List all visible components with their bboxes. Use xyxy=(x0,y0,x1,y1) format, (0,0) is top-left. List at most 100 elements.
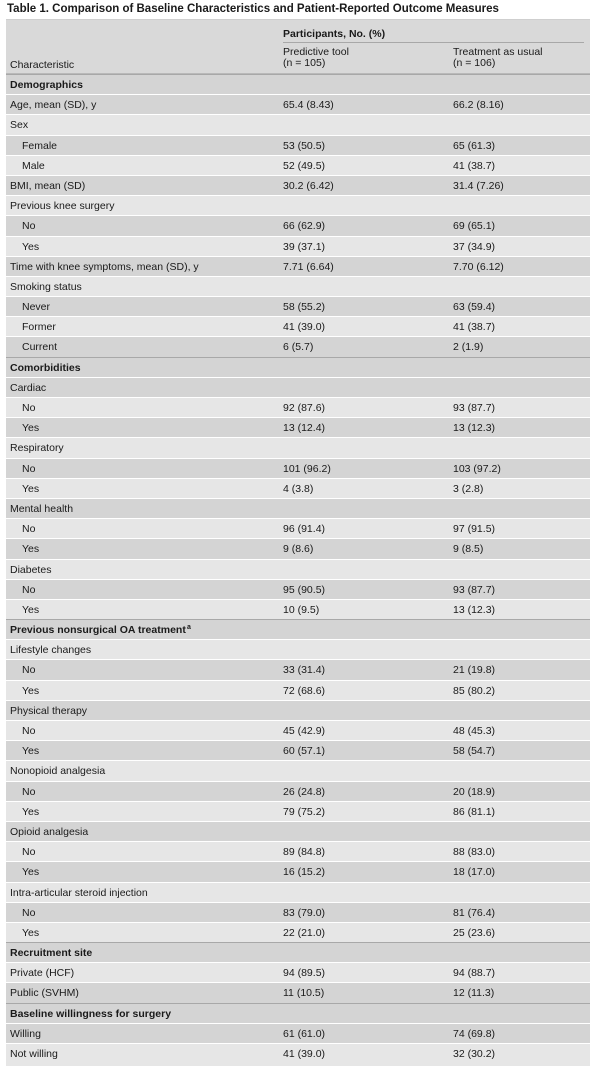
row-label: Cardiac xyxy=(10,381,47,394)
table-row: Smoking status xyxy=(6,275,590,296)
table-row: No 95 (90.5) 93 (87.7) xyxy=(6,578,590,599)
treatment-as-usual-value: 69 (65.1) xyxy=(453,220,496,233)
row-label: Current xyxy=(22,341,58,354)
predictive-tool-value: 6 (5.7) xyxy=(283,341,314,354)
treatment-as-usual-value: 93 (87.7) xyxy=(453,583,496,596)
table-row: Cardiac xyxy=(6,376,590,397)
predictive-tool-value: 58 (55.2) xyxy=(283,301,326,314)
table-title: Table 1. Comparison of Baseline Characte… xyxy=(7,3,499,15)
row-label: No xyxy=(22,664,36,677)
row-label: Comorbidities xyxy=(10,361,81,374)
row-label: BMI, mean (SD) xyxy=(10,179,86,192)
participants-group-header: Participants, No. (%) xyxy=(283,28,584,43)
row-label: Yes xyxy=(22,684,40,697)
row-label: No xyxy=(22,523,36,536)
predictive-tool-value: 4 (3.8) xyxy=(283,482,314,495)
predictive-tool-value: 30.2 (6.42) xyxy=(283,179,334,192)
table-row: Not willing 41 (39.0) 32 (30.2) xyxy=(6,1043,590,1063)
section-header-row: Comorbidities xyxy=(6,356,590,377)
row-label: Yes xyxy=(22,805,40,818)
row-label: Yes xyxy=(22,603,40,616)
row-label: Yes xyxy=(22,866,40,879)
table-row: Mental health xyxy=(6,497,590,519)
treatment-as-usual-value: 2 (1.9) xyxy=(453,341,484,354)
table-row: Opioid analgesia xyxy=(6,820,590,842)
section-header-row: Previous nonsurgical OA treatment a xyxy=(6,619,590,640)
treatment-as-usual-value: 25 (23.6) xyxy=(453,926,496,939)
treatment-as-usual-value: 41 (38.7) xyxy=(453,159,496,172)
treatment-as-usual-n: (n = 106) xyxy=(453,57,496,69)
table-row: Never 58 (55.2) 63 (59.4) xyxy=(6,296,590,317)
characteristic-column-header: Characteristic xyxy=(10,59,75,71)
predictive-tool-value: 41 (39.0) xyxy=(283,1048,326,1060)
table-row: Private (HCF) 94 (89.5) 94 (88.7) xyxy=(6,962,590,982)
row-label: Opioid analgesia xyxy=(10,825,89,838)
predictive-tool-value: 52 (49.5) xyxy=(283,159,326,172)
treatment-as-usual-value: 32 (30.2) xyxy=(453,1048,496,1060)
table-row: Yes 39 (37.1) 37 (34.9) xyxy=(6,235,590,256)
table-row: Yes 16 (15.2) 18 (17.0) xyxy=(6,861,590,882)
row-label: Lifestyle changes xyxy=(10,644,92,657)
row-label: No xyxy=(22,846,36,859)
treatment-as-usual-value: 7.70 (6.12) xyxy=(453,260,504,273)
row-label: No xyxy=(22,906,36,919)
row-label: No xyxy=(22,220,36,233)
table-header: Participants, No. (%) Characteristic Pre… xyxy=(6,20,590,74)
row-label: Former xyxy=(22,321,56,334)
table-row: Willing 61 (61.0) 74 (69.8) xyxy=(6,1022,590,1043)
row-label: Baseline willingness for surgery xyxy=(10,1007,172,1020)
row-label: No xyxy=(22,785,36,798)
treatment-as-usual-value: 41 (38.7) xyxy=(453,321,496,334)
table-row: No 92 (87.6) 93 (87.7) xyxy=(6,397,590,417)
table-row: Yes 10 (9.5) 13 (12.3) xyxy=(6,598,590,619)
table-row: Male 52 (49.5) 41 (38.7) xyxy=(6,154,590,175)
treatment-as-usual-value: 9 (8.5) xyxy=(453,543,484,556)
table-row: Yes 60 (57.1) 58 (54.7) xyxy=(6,740,590,761)
row-label: Intra-articular steroid injection xyxy=(10,886,148,899)
predictive-tool-value: 7.71 (6.64) xyxy=(283,260,334,273)
predictive-tool-value: 101 (96.2) xyxy=(283,462,331,475)
predictive-tool-value: 89 (84.8) xyxy=(283,846,326,859)
predictive-tool-value: 94 (89.5) xyxy=(283,967,326,980)
treatment-as-usual-value: 12 (11.3) xyxy=(453,987,495,1000)
row-label: Public (SVHM) xyxy=(10,987,79,1000)
row-label: Previous knee surgery xyxy=(10,200,115,213)
row-label: Yes xyxy=(22,745,40,758)
table-row: Yes 4 (3.8) 3 (2.8) xyxy=(6,477,590,498)
treatment-as-usual-value: 13 (12.3) xyxy=(453,603,496,616)
predictive-tool-value: 33 (31.4) xyxy=(283,664,326,677)
treatment-as-usual-value: 81 (76.4) xyxy=(453,906,496,919)
row-label: Physical therapy xyxy=(10,704,88,717)
row-label: No xyxy=(22,402,36,414)
table-row: Sex xyxy=(6,114,590,134)
table-row: Current 6 (5.7) 2 (1.9) xyxy=(6,336,590,357)
treatment-as-usual-value: 65 (61.3) xyxy=(453,139,496,152)
row-label: No xyxy=(22,462,36,475)
predictive-tool-value: 53 (50.5) xyxy=(283,139,326,152)
treatment-as-usual-value: 63 (59.4) xyxy=(453,301,496,314)
table-row: Respiratory xyxy=(6,437,590,457)
treatment-as-usual-value: 97 (91.5) xyxy=(453,523,496,536)
row-label: Demographics xyxy=(10,79,83,91)
table-row: Yes 72 (68.6) 85 (80.2) xyxy=(6,679,590,700)
table-row: No 83 (79.0) 81 (76.4) xyxy=(6,901,590,922)
row-label: Yes xyxy=(22,240,40,253)
footnote-marker: a xyxy=(187,624,191,632)
predictive-tool-value: 95 (90.5) xyxy=(283,583,326,596)
treatment-as-usual-value: 58 (54.7) xyxy=(453,745,496,758)
table-row: Age, mean (SD), y 65.4 (8.43) 66.2 (8.16) xyxy=(6,94,590,115)
treatment-as-usual-value: 37 (34.9) xyxy=(453,240,496,253)
treatment-as-usual-value: 18 (17.0) xyxy=(453,866,496,879)
treatment-as-usual-value: 20 (18.9) xyxy=(453,785,496,798)
predictive-tool-value: 65.4 (8.43) xyxy=(283,99,334,112)
treatment-as-usual-label: Treatment as usual xyxy=(453,46,543,58)
treatment-as-usual-value: 94 (88.7) xyxy=(453,967,496,980)
table-row: No 33 (31.4) 21 (19.8) xyxy=(6,659,590,680)
predictive-tool-label: Predictive tool xyxy=(283,46,349,58)
row-label: Willing xyxy=(10,1027,41,1040)
treatment-as-usual-value: 85 (80.2) xyxy=(453,684,496,697)
table-row: No 26 (24.8) 20 (18.9) xyxy=(6,780,590,801)
predictive-tool-value: 92 (87.6) xyxy=(283,402,326,414)
treatment-as-usual-value: 21 (19.8) xyxy=(453,664,496,677)
table-row: Yes 79 (75.2) 86 (81.1) xyxy=(6,800,590,821)
